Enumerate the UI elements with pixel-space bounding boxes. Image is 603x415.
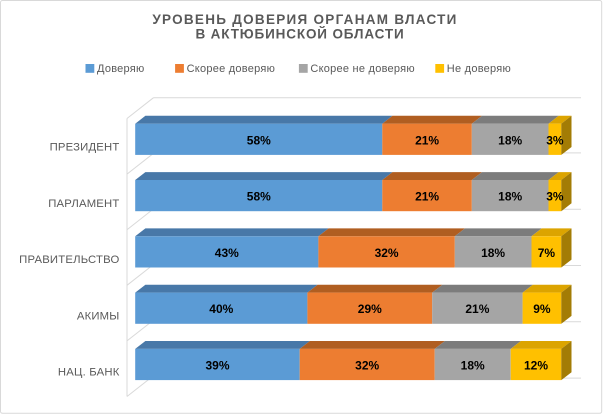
svg-text:7%: 7%	[538, 246, 556, 260]
svg-text:В АКТЮБИНСКОЙ ОБЛАСТИ: В АКТЮБИНСКОЙ ОБЛАСТИ	[195, 27, 404, 42]
svg-text:58%: 58%	[247, 190, 271, 204]
svg-text:ПРЕЗИДЕНТ: ПРЕЗИДЕНТ	[50, 142, 120, 154]
svg-text:21%: 21%	[465, 302, 489, 316]
svg-text:3%: 3%	[546, 133, 564, 147]
svg-text:21%: 21%	[415, 190, 439, 204]
svg-text:12%: 12%	[524, 359, 548, 373]
svg-text:3%: 3%	[546, 190, 564, 204]
svg-text:ПРАВИТЕЛЬСТВО: ПРАВИТЕЛЬСТВО	[19, 254, 119, 266]
svg-text:9%: 9%	[533, 302, 551, 316]
svg-text:НАЦ. БАНК: НАЦ. БАНК	[58, 367, 120, 379]
svg-text:18%: 18%	[481, 246, 505, 260]
svg-text:18%: 18%	[498, 190, 522, 204]
svg-text:ПАРЛАМЕНТ: ПАРЛАМЕНТ	[48, 198, 119, 210]
svg-text:Скорее не доверяю: Скорее не доверяю	[310, 63, 414, 75]
svg-text:Скорее доверяю: Скорее доверяю	[187, 63, 275, 75]
svg-text:29%: 29%	[358, 302, 382, 316]
svg-text:58%: 58%	[247, 133, 271, 147]
svg-text:18%: 18%	[498, 133, 522, 147]
svg-text:Не доверяю: Не доверяю	[447, 63, 511, 75]
svg-text:21%: 21%	[415, 133, 439, 147]
svg-text:Доверяю: Доверяю	[97, 63, 144, 75]
svg-text:43%: 43%	[215, 246, 239, 260]
svg-text:32%: 32%	[355, 359, 379, 373]
svg-text:40%: 40%	[209, 302, 233, 316]
svg-text:АКИМЫ: АКИМЫ	[77, 310, 120, 322]
svg-text:39%: 39%	[205, 359, 229, 373]
svg-text:32%: 32%	[375, 246, 399, 260]
svg-text:УРОВЕНЬ ДОВЕРИЯ ОРГАНАМ ВЛАСТИ: УРОВЕНЬ ДОВЕРИЯ ОРГАНАМ ВЛАСТИ	[152, 12, 457, 27]
svg-text:18%: 18%	[461, 359, 485, 373]
